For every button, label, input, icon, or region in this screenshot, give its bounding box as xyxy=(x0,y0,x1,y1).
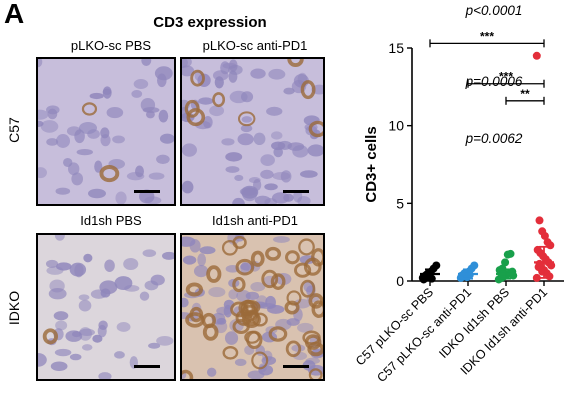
row-label-idko: IDKO xyxy=(6,290,22,326)
data-point xyxy=(547,261,556,270)
significance-stars: ** xyxy=(520,87,530,101)
significance-stars: *** xyxy=(499,70,513,84)
micrograph-idko-anti-pd1 xyxy=(180,233,325,381)
scale-bar xyxy=(134,190,160,193)
data-point xyxy=(532,51,541,60)
data-point xyxy=(546,241,555,250)
figure-title: CD3 expression xyxy=(153,14,267,31)
data-point xyxy=(432,261,441,270)
micrograph-c57-anti-pd1 xyxy=(180,57,325,206)
column-label-id1sh-anti-pd1: Id1sh anti-PD1 xyxy=(212,213,298,228)
column-label-pbs: pLKO-sc PBS xyxy=(70,38,152,53)
p-value-label: p<0.0001 xyxy=(465,3,523,18)
data-point xyxy=(535,259,544,268)
data-point xyxy=(506,249,515,258)
significance-stars: *** xyxy=(480,29,494,43)
p-value-label: p=0.0062 xyxy=(465,131,523,146)
column-label-anti-pd1: pLKO-sc anti-PD1 xyxy=(202,38,308,53)
y-axis-label: CD3+ cells xyxy=(363,126,380,202)
y-tick-label: 5 xyxy=(396,195,404,211)
column-label-id1sh-pbs: Id1sh PBS xyxy=(80,213,142,228)
scale-bar xyxy=(134,365,160,368)
p-value-label: p=0.0006 xyxy=(465,74,523,89)
data-point xyxy=(470,261,479,270)
data-point xyxy=(501,258,510,267)
row-label-c57: C57 xyxy=(6,117,22,143)
data-point xyxy=(538,267,547,276)
y-tick-label: 0 xyxy=(396,273,404,289)
y-tick-label: 15 xyxy=(388,40,404,56)
x-tick-label: IDKO Id1sh PBS xyxy=(436,285,512,361)
data-point xyxy=(540,231,549,240)
scale-bar xyxy=(283,365,309,368)
micrograph-c57-pbs xyxy=(36,57,176,206)
y-tick-label: 10 xyxy=(388,118,404,134)
panel-letter: A xyxy=(4,0,25,29)
data-point xyxy=(535,216,544,225)
micrograph-idko-pbs xyxy=(36,233,176,381)
scale-bar xyxy=(283,190,309,193)
data-point xyxy=(532,273,541,282)
data-point xyxy=(545,272,554,281)
